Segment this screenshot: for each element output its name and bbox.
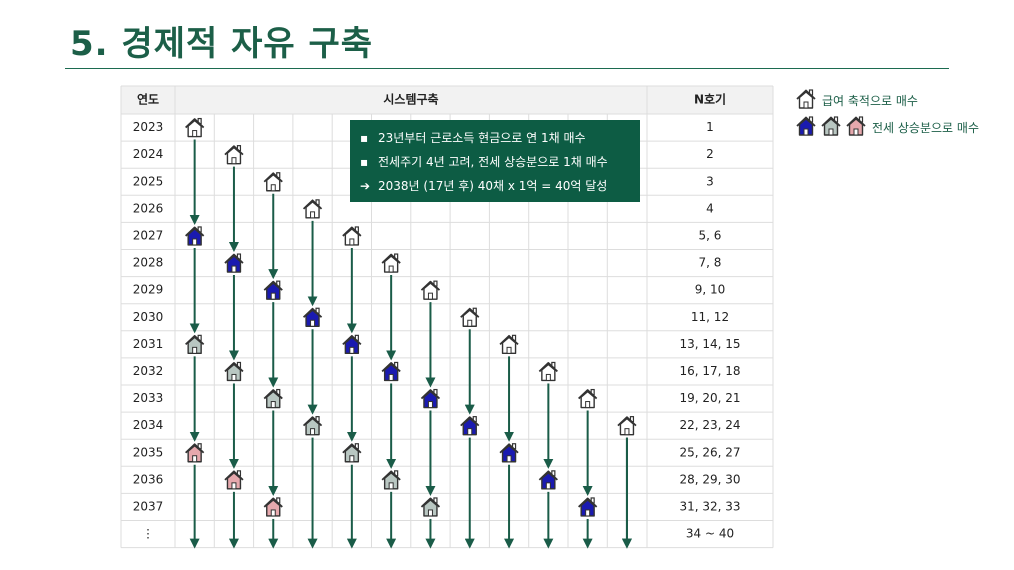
house-icon-blue xyxy=(302,307,323,327)
count-cell: 31, 32, 33 xyxy=(679,499,740,513)
callout-text-1: 23년부터 근로소득 현금으로 연 1채 매수 xyxy=(378,131,586,145)
arrow-right-icon: ➔ xyxy=(360,179,371,193)
legend-label-salary: 급여 축적으로 매수 xyxy=(822,94,918,108)
bullet-icon: ▪ xyxy=(360,155,369,169)
year-cell: 2035 xyxy=(133,445,164,459)
count-cell: 13, 14, 15 xyxy=(679,337,740,351)
house-icon-gray xyxy=(381,470,401,490)
house-icon-blue xyxy=(224,253,244,273)
house-icon-gray xyxy=(185,334,205,355)
house-icon-outline xyxy=(420,280,441,300)
count-cell: 5, 6 xyxy=(699,228,722,242)
callout-line-1: ▪ 23년부터 근로소득 현금으로 연 1채 매수 xyxy=(360,126,630,150)
count-cell: 34 ~ 40 xyxy=(686,527,734,541)
house-icon-pink xyxy=(846,116,866,136)
year-cell: 2027 xyxy=(133,228,164,242)
house-icon-gray xyxy=(224,361,244,382)
legend-label-jeonse: 전세 상승분으로 매수 xyxy=(872,121,979,135)
house-icon-gray xyxy=(821,116,841,136)
count-cell: 4 xyxy=(706,201,714,215)
callout-line-2: ▪ 전세주기 4년 고려, 전세 상승분으로 1채 매수 xyxy=(360,150,630,174)
year-cell: 2029 xyxy=(133,283,164,297)
callout-box: ▪ 23년부터 근로소득 현금으로 연 1채 매수 ▪ 전세주기 4년 고려, 전세… xyxy=(350,120,640,202)
house-icon-outline xyxy=(302,199,323,219)
year-cell: ⋮ xyxy=(142,527,154,541)
house-icon-gray xyxy=(342,443,362,463)
callout-text-3: 2038년 (17년 후) 40채 x 1억 = 40억 달성 xyxy=(378,179,608,193)
house-icon-pink xyxy=(224,470,244,490)
count-cell: 2 xyxy=(706,147,714,161)
count-cell: 22, 23, 24 xyxy=(679,418,740,432)
header-year: 연도 xyxy=(137,92,159,107)
count-cell: 19, 20, 21 xyxy=(679,391,740,405)
page-title: 5. 경제적 자유 구축 xyxy=(70,24,374,64)
header-count: N호기 xyxy=(694,92,726,107)
bullet-icon: ▪ xyxy=(360,131,369,145)
count-cell: 9, 10 xyxy=(695,283,726,297)
house-icon-blue xyxy=(538,470,558,490)
house-icon-blue xyxy=(460,416,480,436)
count-cell: 7, 8 xyxy=(699,256,722,270)
house-icon-blue xyxy=(263,280,283,300)
house-icon-blue xyxy=(420,388,441,409)
house-icon-outline xyxy=(499,334,519,355)
header-system: 시스템구축 xyxy=(383,92,438,107)
year-cell: 2024 xyxy=(133,147,164,161)
house-icon-outline xyxy=(381,253,401,273)
count-cell: 16, 17, 18 xyxy=(679,364,740,378)
year-cell: 2032 xyxy=(133,364,164,378)
house-icon-blue xyxy=(185,226,205,246)
house-icon-pink xyxy=(263,497,283,517)
house-icon-outline xyxy=(578,388,598,409)
count-cell: 28, 29, 30 xyxy=(679,472,740,486)
year-cell: 2037 xyxy=(133,499,164,513)
house-icon-blue xyxy=(796,116,816,136)
house-icon-blue xyxy=(578,497,598,517)
year-cell: 2025 xyxy=(133,174,164,188)
count-cell: 3 xyxy=(706,174,714,188)
year-cell: 2036 xyxy=(133,472,164,486)
count-cell: 25, 26, 27 xyxy=(679,445,740,459)
house-icon-blue xyxy=(381,361,401,382)
year-cell: 2026 xyxy=(133,201,164,215)
year-cell: 2028 xyxy=(133,256,164,270)
title-divider xyxy=(65,68,949,69)
house-icon-outline xyxy=(617,416,637,436)
callout-text-2: 전세주기 4년 고려, 전세 상승분으로 1채 매수 xyxy=(378,155,608,169)
house-icon-outline xyxy=(538,361,558,382)
year-cell: 2031 xyxy=(133,337,164,351)
table-header-bg xyxy=(121,86,773,114)
house-icon-gray xyxy=(263,388,283,409)
house-icon-outline xyxy=(263,172,283,192)
year-cell: 2034 xyxy=(133,418,164,432)
count-cell: 11, 12 xyxy=(691,310,729,324)
house-icon-blue xyxy=(342,334,362,355)
house-icon-blue xyxy=(499,443,519,463)
house-icon-outline xyxy=(796,89,816,109)
year-cell: 2033 xyxy=(133,391,164,405)
house-icon-pink xyxy=(185,443,205,463)
house-icon-outline xyxy=(460,307,480,327)
house-icon-outline xyxy=(342,226,362,246)
year-cell: 2030 xyxy=(133,310,164,324)
house-icon-outline xyxy=(224,145,244,165)
house-icon-outline xyxy=(185,117,205,138)
house-icon-gray xyxy=(420,497,441,517)
year-cell: 2023 xyxy=(133,120,164,134)
house-icon-gray xyxy=(302,416,323,436)
count-cell: 1 xyxy=(706,120,714,134)
callout-line-3: ➔ 2038년 (17년 후) 40채 x 1억 = 40억 달성 xyxy=(360,174,630,198)
